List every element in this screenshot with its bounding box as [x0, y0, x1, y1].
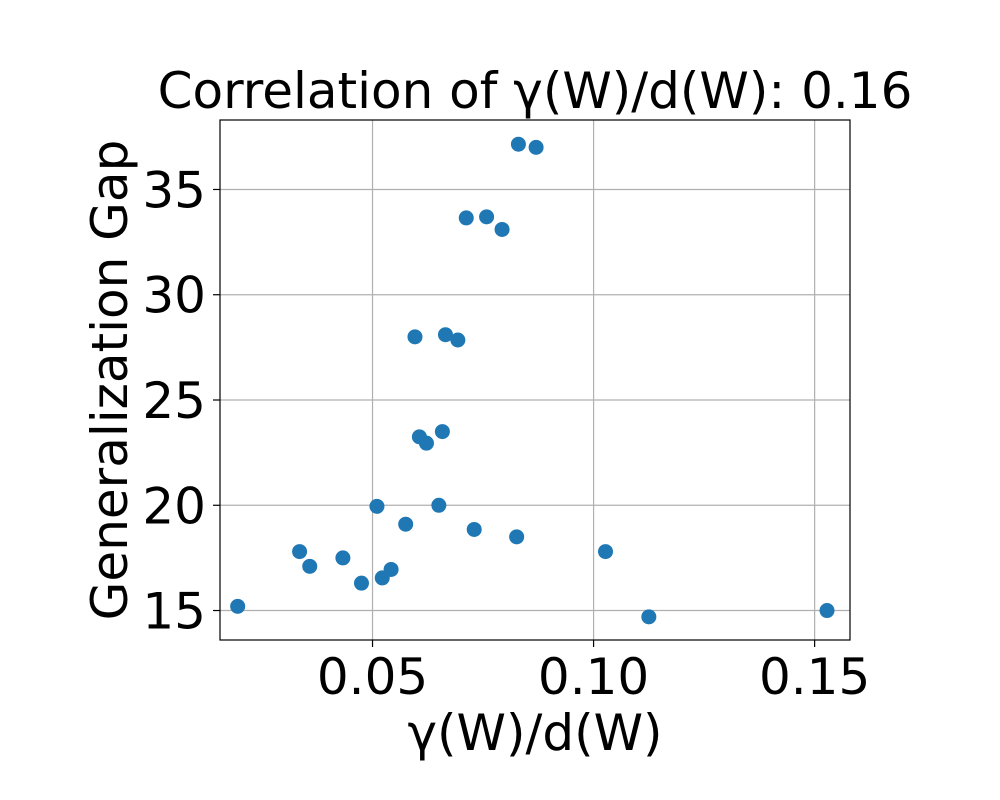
data-point — [598, 544, 614, 560]
y-tick-label: 15 — [142, 583, 206, 641]
data-point — [437, 327, 453, 343]
data-point — [369, 498, 385, 514]
chart-title: Correlation of γ(W)/d(W): 0.16 — [158, 62, 913, 120]
x-axis-label: γ(W)/d(W) — [407, 704, 662, 762]
grid — [220, 120, 850, 640]
x-tick-label: 0.10 — [538, 648, 649, 706]
data-point — [335, 550, 351, 566]
axis-ticks: 0.05 0.10 0.15 15 20 25 30 35 — [142, 161, 870, 706]
y-tick-label: 30 — [142, 267, 206, 325]
data-point — [383, 561, 399, 577]
data-points — [230, 136, 835, 625]
data-point — [302, 558, 318, 574]
data-point — [431, 497, 447, 513]
data-point — [458, 210, 474, 226]
y-tick-label: 25 — [142, 372, 206, 430]
data-point — [528, 139, 544, 155]
data-point — [509, 529, 525, 545]
data-point — [510, 136, 526, 152]
data-point — [353, 575, 369, 591]
data-point — [819, 603, 835, 619]
plot-frame — [219, 119, 851, 641]
x-tick-label: 0.05 — [317, 648, 428, 706]
data-point — [292, 544, 308, 560]
y-tick-label: 35 — [142, 161, 206, 219]
data-point — [398, 516, 414, 532]
data-point — [450, 332, 466, 348]
y-tick-label: 20 — [142, 477, 206, 535]
data-point — [434, 424, 450, 440]
data-point — [230, 598, 246, 614]
y-axis-label: Generalization Gap — [81, 140, 139, 621]
data-point — [418, 435, 434, 451]
x-tick-label: 0.15 — [759, 648, 870, 706]
data-point — [479, 209, 495, 225]
data-point — [494, 221, 510, 237]
data-point — [466, 521, 482, 537]
data-point — [407, 329, 423, 345]
data-point — [641, 609, 657, 625]
